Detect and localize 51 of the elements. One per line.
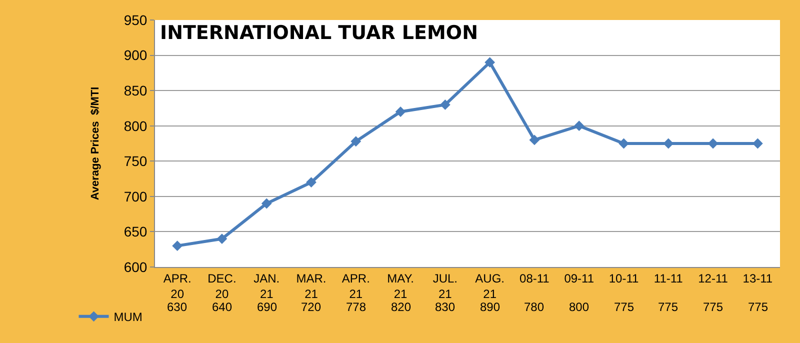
point — [529, 134, 540, 146]
data-label: 775 — [658, 300, 678, 314]
point — [484, 57, 496, 68]
y-tick-label: 950 — [124, 12, 148, 28]
data-label: 820 — [391, 300, 412, 314]
legend-label: MUM — [114, 310, 142, 324]
y-tick-label: 750 — [124, 153, 148, 170]
x-tick-label: JAN. 21 — [254, 271, 280, 301]
x-tick-label: 08-11 — [520, 271, 550, 286]
data-label: 775 — [703, 300, 724, 314]
data-label: 720 — [301, 300, 322, 314]
point — [574, 120, 584, 132]
y-tick-label: 700 — [124, 188, 148, 204]
data-label: 780 — [524, 300, 544, 314]
point — [172, 240, 183, 252]
x-tick-label: APR. 20 — [163, 271, 192, 301]
x-tick-label: 12-11 — [698, 271, 728, 286]
x-tick-label: 09-11 — [564, 271, 594, 286]
point — [216, 234, 228, 244]
point — [395, 106, 406, 117]
data-label: 690 — [257, 300, 278, 314]
data-label: 778 — [346, 300, 366, 314]
x-tick-label: 10-11 — [608, 271, 639, 286]
y-tick-label: 600 — [124, 258, 148, 275]
point — [708, 138, 718, 149]
y-tick-label: 900 — [124, 47, 148, 64]
y-tick-label: 650 — [124, 224, 148, 240]
y-tick-label: 800 — [124, 118, 148, 134]
point — [350, 136, 362, 147]
data-label: 630 — [167, 300, 188, 314]
y-tick-label: 850 — [124, 82, 148, 98]
data-label: 800 — [569, 300, 590, 314]
chart-title: INTERNATIONAL TUAR LEMON — [160, 22, 478, 44]
x-tick-label: MAR. 21 — [296, 271, 326, 301]
data-label: 640 — [212, 300, 232, 314]
x-tick-label: JUL. 21 — [432, 271, 458, 301]
x-tick-label: AUG. 21 — [475, 271, 504, 301]
point — [261, 198, 272, 209]
x-tick-label: 13-11 — [742, 271, 773, 286]
data-label: 775 — [614, 300, 634, 314]
x-tick-label: DEC. 20 — [208, 271, 236, 301]
data-label: 890 — [480, 300, 500, 314]
x-tick-label: MAY. 21 — [387, 271, 414, 301]
x-tick-label: 11-11 — [654, 271, 684, 286]
point — [618, 138, 629, 149]
point — [306, 177, 316, 188]
x-tick-label: APR. 21 — [342, 271, 370, 301]
y-axis-title: Average Prices $/MTI — [89, 86, 102, 200]
point — [440, 99, 450, 110]
data-label: 830 — [435, 300, 456, 314]
data-label: 775 — [748, 300, 768, 314]
